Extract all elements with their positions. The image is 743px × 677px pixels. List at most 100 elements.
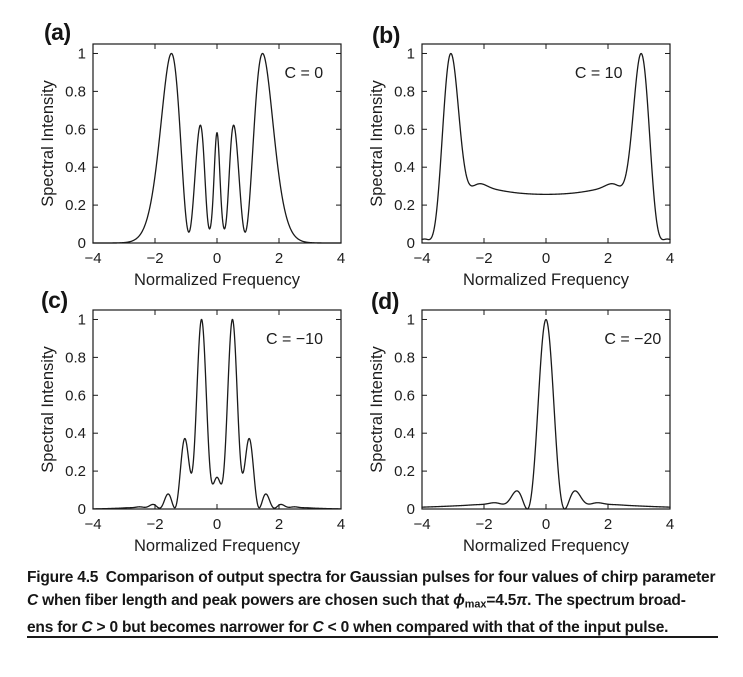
x-axis-label: Normalized Frequency	[134, 537, 301, 555]
spectrum-curve	[92, 52, 342, 244]
y-tick-label: 0.2	[65, 463, 86, 480]
panel-c-plot: −4 −2 0 2 4 0 0.2 0.4 0.6 0.8 1 Normalized Freque…	[39, 309, 345, 555]
panel-c: (c) −4 −2 0 2 4 0 0.2 0.4 0.6 0.8 1 Normalized Fr…	[30, 280, 370, 572]
x-tick-label: 4	[666, 250, 674, 267]
bottom-rule	[27, 636, 718, 638]
x-tick-label: 2	[275, 250, 283, 267]
tick-marks	[421, 44, 671, 244]
y-tick-label: 0.4	[65, 159, 86, 176]
y-axis-label: Spectral Intensity	[39, 79, 57, 206]
caption-segment: Comparison of output spectra for Gaussia…	[98, 569, 716, 586]
caption-line: Figure 4.5 Comparison of output spectra …	[27, 566, 723, 589]
panel-b-letter: (b)	[372, 22, 400, 48]
y-tick-label: 0.2	[65, 197, 86, 214]
x-tick-labels: −4 −2 0 2 4	[84, 250, 345, 267]
y-tick-label: 1	[78, 45, 86, 62]
panel-c-letter: (c)	[41, 287, 68, 313]
panel-d-plot: −4 −2 0 2 4 0 0.2 0.4 0.6 0.8 1 Normalized Freque…	[368, 309, 674, 555]
y-tick-labels: 0 0.2 0.4 0.6 0.8 1	[65, 45, 86, 252]
x-tick-label: 2	[275, 516, 283, 533]
caption-line: ens for C > 0 but becomes narrower for C…	[27, 616, 723, 639]
caption-segment: π	[516, 592, 528, 609]
y-tick-label: 0.6	[65, 121, 86, 138]
x-tick-label: 4	[337, 250, 345, 267]
y-tick-label: 0.8	[65, 349, 86, 366]
y-tick-label: 0	[78, 501, 86, 518]
plot-box	[92, 309, 342, 510]
spectrum-curve	[92, 318, 342, 510]
spectrum-curve	[421, 318, 671, 510]
y-tick-label: 0.8	[394, 349, 415, 366]
panel-a-letter: (a)	[44, 19, 71, 45]
y-tick-label: 0.4	[394, 159, 415, 176]
x-tick-label: 0	[542, 250, 550, 267]
panel-b-plot: −4 −2 0 2 4 0 0.2 0.4 0.6 0.8 1 Normalized Freque…	[368, 43, 674, 289]
caption-segment: C	[312, 619, 324, 637]
caption-segment: max	[464, 598, 487, 611]
x-tick-labels: −4 −2 0 2 4	[84, 516, 345, 533]
x-tick-label: −4	[413, 250, 430, 267]
caption-segment: when fiber length and peak powers are ch…	[38, 592, 454, 609]
x-axis-label: Normalized Frequency	[463, 271, 630, 289]
panel-d: (d) −4 −2 0 2 4 0 0.2 0.4 0.6 0.8 1 Normalized Fr…	[359, 280, 699, 572]
chirp-annotation: C = −10	[266, 331, 323, 348]
y-tick-label: 0.2	[394, 463, 415, 480]
panel-b: (b) −4 −2 0 2 4 0 0.2 0.4 0.6 0.8 1 Normalized Fr…	[359, 14, 699, 306]
caption-segment: > 0 but becomes narrower for	[92, 619, 313, 637]
caption-segment: ens for	[27, 619, 82, 637]
caption-line: C when fiber length and peak powers are …	[27, 589, 723, 616]
plot-box	[421, 43, 671, 244]
caption-segment: < 0 when compared with that of the input…	[323, 619, 669, 637]
y-tick-label: 0.4	[394, 425, 415, 442]
y-tick-label: 0	[407, 235, 415, 252]
y-tick-label: 1	[407, 45, 415, 62]
y-axis-label: Spectral Intensity	[39, 345, 57, 472]
x-tick-label: −4	[413, 516, 430, 533]
x-tick-label: 4	[666, 516, 674, 533]
chirp-annotation: C = −20	[604, 331, 661, 348]
x-tick-label: 0	[213, 516, 221, 533]
figure-caption: Figure 4.5 Comparison of output spectra …	[27, 566, 723, 639]
y-tick-label: 0	[407, 501, 415, 518]
y-tick-labels: 0 0.2 0.4 0.6 0.8 1	[65, 311, 86, 518]
panel-d-letter: (d)	[371, 288, 399, 314]
x-tick-label: −2	[146, 250, 163, 267]
panel-a-plot: −4 −2 0 2 4 0 0.2 0.4 0.6 0.8 1 Normalized Freque…	[39, 43, 345, 289]
x-tick-label: 0	[213, 250, 221, 267]
x-tick-labels: −4 −2 0 2 4	[413, 250, 674, 267]
panel-a: (a) −4 −2 0 2 4 0 0.2 0.4 0.6 0.8 1 Normalized Fr…	[30, 14, 370, 306]
x-tick-label: −4	[84, 516, 101, 533]
y-tick-label: 0.6	[394, 387, 415, 404]
x-tick-label: 0	[542, 516, 550, 533]
y-tick-label: 0.2	[394, 197, 415, 214]
y-tick-label: 0.8	[394, 83, 415, 100]
y-tick-label: 0.8	[65, 83, 86, 100]
caption-segment: ϕ	[453, 592, 465, 609]
chirp-annotation: C = 10	[575, 65, 623, 82]
caption-segment: Figure 4.5	[27, 569, 99, 586]
caption-segment: =4.5	[486, 592, 517, 609]
x-tick-label: 4	[337, 516, 345, 533]
x-tick-label: −2	[146, 516, 163, 533]
plot-box	[421, 309, 671, 510]
x-tick-label: −2	[475, 250, 492, 267]
caption-segment: C	[81, 619, 93, 637]
y-axis-label: Spectral Intensity	[368, 345, 386, 472]
x-tick-label: −2	[475, 516, 492, 533]
caption-segment: . The spectrum broad-	[527, 592, 686, 609]
x-axis-label: Normalized Frequency	[134, 271, 301, 289]
x-tick-labels: −4 −2 0 2 4	[413, 516, 674, 533]
caption-segment: C	[27, 592, 38, 609]
y-tick-label: 0.4	[65, 425, 86, 442]
chirp-annotation: C = 0	[284, 65, 323, 82]
x-tick-label: 2	[604, 250, 612, 267]
spectrum-curve	[421, 52, 671, 241]
y-tick-label: 1	[78, 311, 86, 328]
x-tick-label: −4	[84, 250, 101, 267]
y-tick-label: 1	[407, 311, 415, 328]
y-tick-labels: 0 0.2 0.4 0.6 0.8 1	[394, 45, 415, 252]
x-tick-label: 2	[604, 516, 612, 533]
y-tick-labels: 0 0.2 0.4 0.6 0.8 1	[394, 311, 415, 518]
y-axis-label: Spectral Intensity	[368, 79, 386, 206]
